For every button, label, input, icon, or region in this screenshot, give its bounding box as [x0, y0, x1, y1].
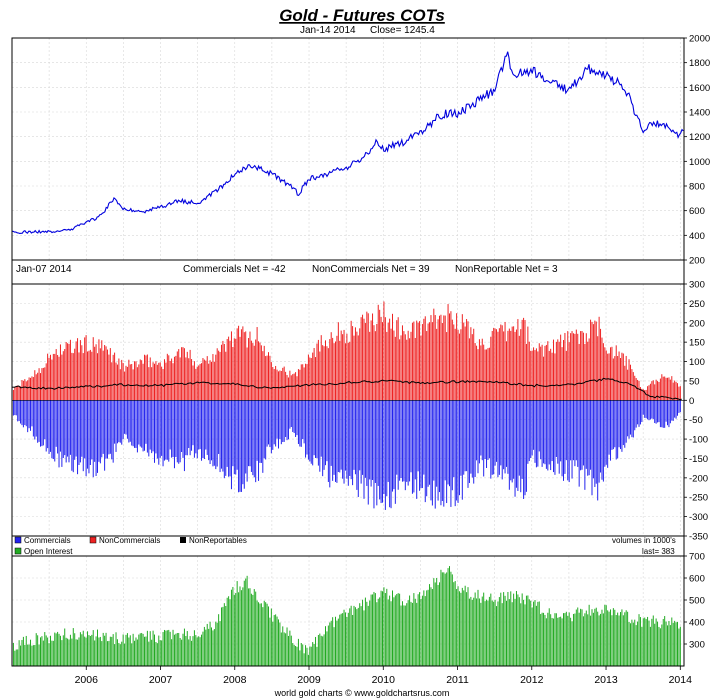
- x-tick-label: 2012: [520, 674, 544, 686]
- cot-date-label: Jan-07 2014: [16, 264, 72, 275]
- x-tick-label: 2013: [594, 674, 618, 686]
- legend-nonreportables: NonReportables: [189, 536, 247, 545]
- y-tick-label: -200: [689, 473, 708, 484]
- y-tick-label: 700: [689, 552, 705, 563]
- y-tick-label: -100: [689, 435, 708, 446]
- legend-swatch-open-interest: [14, 547, 22, 555]
- y-tick-label: 300: [689, 280, 705, 291]
- y-tick-label: 1800: [689, 58, 710, 69]
- cot-header-strip: [11, 259, 685, 285]
- x-tick-label: 2010: [372, 674, 396, 686]
- legend-noncommercials: NonCommercials: [99, 536, 160, 545]
- y-tick-label: 250: [689, 299, 705, 310]
- x-tick-label: 2008: [223, 674, 247, 686]
- y-tick-label: 400: [689, 618, 705, 629]
- legend-open-interest: Open Interest: [24, 547, 73, 556]
- oi-legend: Open Interest last= 383: [14, 547, 675, 556]
- legend-swatch-noncommercials: [89, 536, 97, 544]
- y-tick-label: 1000: [689, 157, 710, 168]
- y-tick-label: 100: [689, 357, 705, 368]
- commercials-net-label: Commercials Net = -42: [183, 264, 286, 275]
- y-tick-label: 600: [689, 574, 705, 585]
- x-tick-label: 2007: [149, 674, 173, 686]
- price-date-label: Jan-14 2014: [300, 25, 356, 36]
- footer-credit: world gold charts © www.goldchartsrus.co…: [274, 688, 450, 698]
- price-close-label: Close= 1245.4: [370, 25, 435, 36]
- y-tick-label: 1200: [689, 132, 710, 143]
- y-tick-label: -350: [689, 532, 708, 543]
- x-tick-label: 2009: [297, 674, 321, 686]
- oi-last-label: last= 383: [642, 547, 675, 556]
- y-tick-label: 2000: [689, 34, 710, 45]
- y-tick-label: 500: [689, 596, 705, 607]
- legend-swatch-nonreportables: [180, 537, 186, 543]
- y-tick-label: 200: [689, 256, 705, 267]
- chart-title: Gold - Futures COTs: [279, 6, 445, 25]
- y-tick-label: 300: [689, 640, 705, 651]
- y-tick-label: -300: [689, 512, 708, 523]
- y-tick-label: 400: [689, 231, 705, 242]
- y-tick-label: 50: [689, 376, 700, 387]
- y-tick-label: 1400: [689, 108, 710, 119]
- x-tick-label: 2006: [75, 674, 99, 686]
- legend-swatch-commercials: [14, 536, 22, 544]
- y-tick-label: -150: [689, 454, 708, 465]
- nonreportable-net-label: NonReportable Net = 3: [455, 264, 558, 275]
- y-tick-label: 0: [689, 396, 694, 407]
- legend-commercials: Commercials: [24, 536, 71, 545]
- volume-note: volumes in 1000's: [612, 536, 676, 545]
- y-tick-label: 600: [689, 206, 705, 217]
- cot-legend: Commercials NonCommercials NonReportable…: [14, 536, 676, 545]
- y-tick-label: 150: [689, 338, 705, 349]
- y-tick-label: 800: [689, 182, 705, 193]
- y-tick-label: 200: [689, 318, 705, 329]
- nonreportables-line: [11, 377, 682, 401]
- x-tick-label: 2011: [446, 674, 469, 686]
- y-tick-label: -50: [689, 415, 703, 426]
- x-tick-label: 2014: [669, 674, 693, 686]
- y-tick-label: -250: [689, 493, 708, 504]
- y-tick-label: 1600: [689, 83, 710, 94]
- panel-bg-1: [12, 38, 684, 260]
- gold-price-line: [11, 51, 684, 234]
- noncommercials-net-label: NonCommercials Net = 39: [312, 264, 430, 275]
